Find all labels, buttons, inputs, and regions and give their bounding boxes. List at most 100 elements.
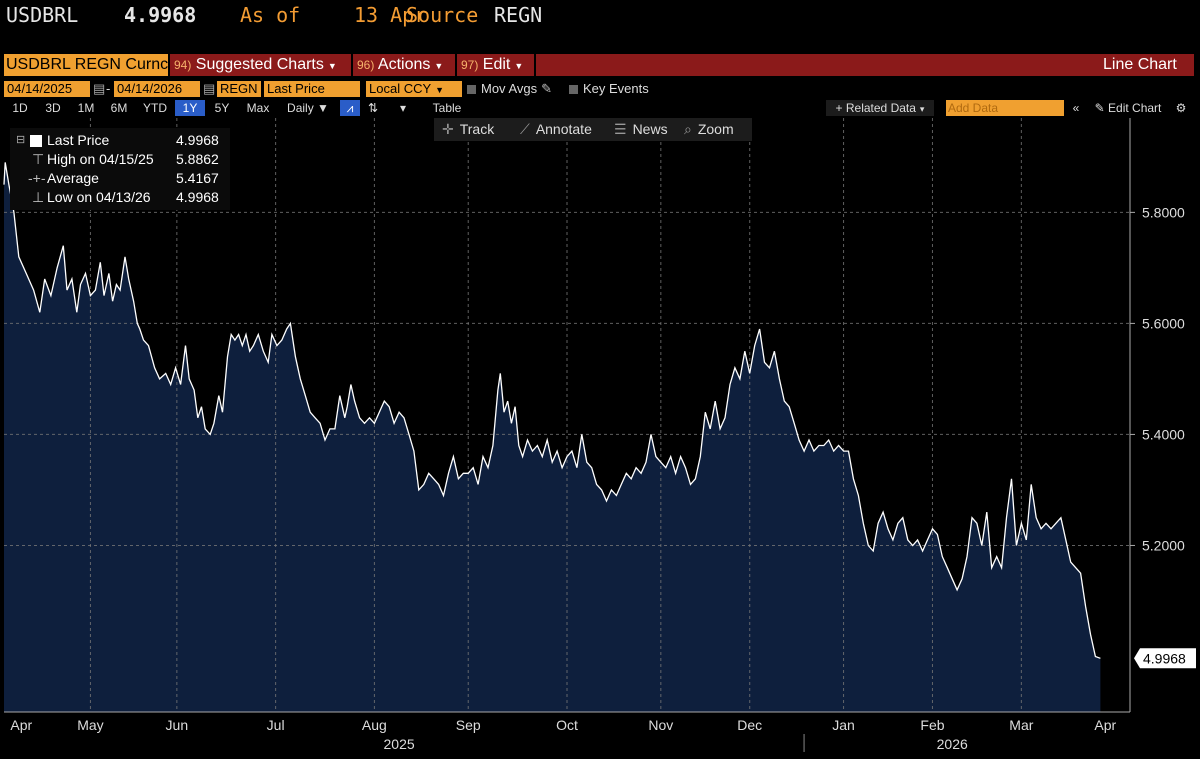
chart-type-label[interactable]: Line Chart <box>1103 56 1177 73</box>
checkbox-icon <box>569 85 578 95</box>
candle-chart-icon[interactable]: ⇅ <box>367 101 379 115</box>
edit-chart-button[interactable]: ✎ Edit Chart <box>1088 100 1168 116</box>
menu-divider <box>534 54 536 76</box>
periodicity-selector[interactable]: Daily ▼ <box>287 101 329 115</box>
legend-last-value: 4.9968 <box>176 132 219 148</box>
news-icon: ☰ <box>614 121 627 137</box>
x-year-label: 2026 <box>937 736 968 752</box>
x-month-label: Mar <box>1009 717 1033 733</box>
suggested-charts-number: 94) <box>174 58 192 72</box>
chart-legend: ⊟ Last Price 4.9968 ⊤ High on 04/15/25 5… <box>10 128 230 210</box>
track-button[interactable]: ✛ Track <box>442 118 494 141</box>
x-month-label: May <box>77 717 103 733</box>
line-chart-icon[interactable]: ⩘ <box>340 100 360 116</box>
x-month-label: Apr <box>10 717 32 733</box>
x-month-label: Dec <box>737 717 762 733</box>
chart-style-dropdown-icon[interactable]: ▾ <box>399 101 407 115</box>
news-label: News <box>632 121 668 137</box>
range-1d[interactable]: 1D <box>12 101 28 115</box>
legend-high: ⊤ High on 04/15/25 5.8862 <box>10 150 230 169</box>
currency-selector[interactable]: Local CCY ▼ <box>366 81 462 97</box>
as-of-date: 13 Apr <box>354 3 427 27</box>
series-swatch <box>30 135 42 147</box>
key-events-toggle[interactable]: Key Events <box>569 81 649 97</box>
legend-average: -+- Average 5.4167 <box>10 169 230 188</box>
collapse-icon[interactable]: « <box>1072 101 1080 115</box>
zoom-button[interactable]: ⌕ Zoom <box>684 118 734 141</box>
x-month-label: Oct <box>556 717 578 733</box>
series-line-last-price <box>3 162 1101 659</box>
x-year-label: 2025 <box>384 736 415 752</box>
legend-low-label: Low on 04/13/26 <box>47 189 151 205</box>
zoom-label: Zoom <box>697 121 734 137</box>
settings-gear-icon[interactable]: ⚙ <box>1175 101 1187 115</box>
series-area <box>4 162 1101 712</box>
related-data-button[interactable]: + Related Data ▾ <box>826 100 934 116</box>
calendar-icon[interactable]: ▤ <box>203 81 216 96</box>
source-value: REGN <box>494 3 543 27</box>
last-value-box <box>1134 648 1196 669</box>
edit-number: 97) <box>461 58 479 72</box>
security-field[interactable]: USDBRL REGN Curnc <box>4 54 168 76</box>
calendar-icon[interactable]: ▤ <box>93 81 106 96</box>
menu-divider <box>351 54 353 76</box>
last-price: 4.9968 <box>124 3 197 27</box>
menu-divider <box>455 54 457 76</box>
dropdown-caret-icon: ▾ <box>919 104 925 114</box>
actions-label: Actions <box>377 56 431 73</box>
legend-last-label: Last Price <box>47 132 110 148</box>
dropdown-caret-icon: ▼ <box>327 61 337 71</box>
range-1m[interactable]: 1M <box>77 101 95 115</box>
collapse-box-icon[interactable]: ⊟ <box>16 134 26 146</box>
end-date-input[interactable]: 04/14/2026 <box>114 81 200 97</box>
ticker: USDBRL <box>6 3 79 27</box>
y-tick-label: 5.6000 <box>1142 315 1185 331</box>
zoom-icon: ⌕ <box>684 121 692 137</box>
x-month-label: Feb <box>920 717 944 733</box>
range-max[interactable]: Max <box>246 101 270 115</box>
edit-menu[interactable]: 97) Edit ▼ <box>461 54 523 76</box>
annotate-icon: ⟋ <box>520 121 530 137</box>
x-month-label: Apr <box>1094 717 1116 733</box>
mov-avgs-toggle[interactable]: Mov Avgs ✎ <box>467 81 552 97</box>
source-label: Source <box>406 3 479 27</box>
news-button[interactable]: ☰ News <box>614 118 668 141</box>
legend-last-price[interactable]: ⊟ Last Price 4.9968 <box>10 131 230 150</box>
pencil-icon: ✎ <box>541 81 553 96</box>
chart-toolbar: ✛ Track ⟋ Annotate ☰ News ⌕ Zoom <box>434 118 752 141</box>
actions-menu[interactable]: 96) Actions ▼ <box>357 54 443 76</box>
range-6m[interactable]: 6M <box>110 101 128 115</box>
currency-value: Local CCY <box>369 81 432 96</box>
start-date-input[interactable]: 04/14/2025 <box>4 81 90 97</box>
date-dash: - <box>106 81 111 96</box>
range-ytd[interactable]: YTD <box>143 101 167 115</box>
range-selector: 1D 3D 1M 6M YTD 1Y 5Y Max Daily ▼ ⩘ ⇅ ▾ … <box>0 99 1200 117</box>
pricing-source-field[interactable]: REGN <box>217 81 261 97</box>
annotate-button[interactable]: ⟋ Annotate <box>520 118 592 141</box>
crosshair-icon: ✛ <box>442 121 454 137</box>
dropdown-caret-icon: ▼ <box>514 61 524 71</box>
key-events-label: Key Events <box>583 81 649 96</box>
average-marker-icon: -+- <box>28 170 46 186</box>
legend-low-value: 4.9968 <box>176 189 219 205</box>
range-5y[interactable]: 5Y <box>214 101 230 115</box>
legend-low: ⊥ Low on 04/13/26 4.9968 <box>10 188 230 207</box>
suggested-charts-menu[interactable]: 94) Suggested Charts ▼ <box>174 54 337 76</box>
as-of-label: As of <box>240 3 301 27</box>
y-tick-label: 5.8000 <box>1142 204 1185 220</box>
dropdown-caret-icon: ▼ <box>434 61 444 71</box>
x-month-label: Aug <box>362 717 387 733</box>
add-data-input[interactable]: Add Data <box>946 100 1064 116</box>
y-tick-label: 5.4000 <box>1142 426 1185 442</box>
checkbox-icon <box>467 85 476 95</box>
field-selector[interactable]: Last Price <box>264 81 360 97</box>
low-marker-icon: ⊥ <box>32 189 45 205</box>
high-marker-icon: ⊤ <box>32 151 45 167</box>
range-1y[interactable]: 1Y <box>175 100 205 116</box>
legend-high-label: High on 04/15/25 <box>47 151 154 167</box>
table-button[interactable]: Table <box>432 101 462 115</box>
dropdown-caret-icon: ▼ <box>435 85 445 95</box>
range-3d[interactable]: 3D <box>45 101 61 115</box>
title-bar: USDBRL 4.9968 As of 13 Apr Source REGN <box>0 0 1200 32</box>
